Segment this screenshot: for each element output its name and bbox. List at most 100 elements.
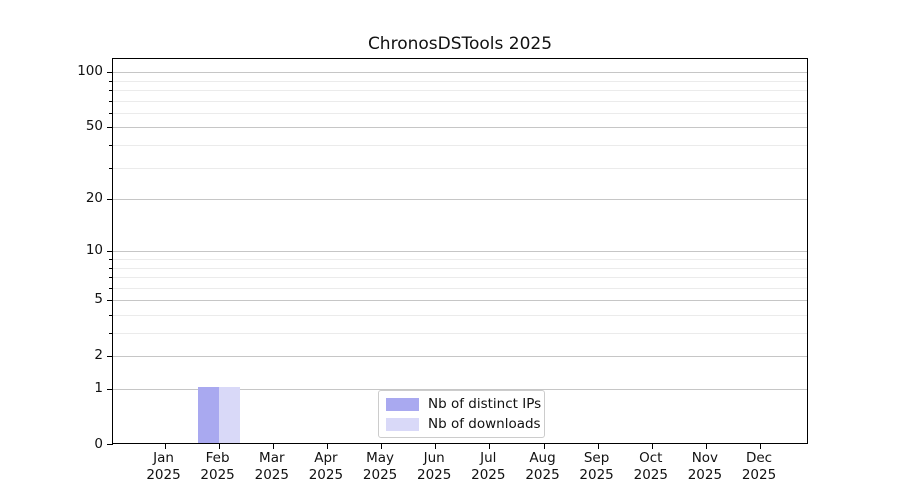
x-axis-label: Jun 2025: [402, 450, 466, 484]
x-axis-label: May 2025: [348, 450, 412, 484]
x-axis-label: Apr 2025: [294, 450, 358, 484]
y-axis-tick: [107, 127, 113, 129]
x-label-month: Jul: [480, 450, 497, 466]
x-label-month: Mar: [259, 450, 285, 466]
y-axis-label: 50: [85, 118, 103, 135]
x-axis-label: Oct 2025: [619, 450, 683, 484]
x-axis-label: Dec 2025: [727, 450, 791, 484]
legend-swatch-downloads-icon: [386, 417, 419, 431]
x-axis-tick: [489, 443, 491, 449]
bar-downloads: [218, 387, 240, 443]
x-label-year: 2025: [417, 467, 452, 483]
y-minor-gridline: [113, 267, 807, 269]
y-major-gridline: [113, 251, 807, 253]
y-axis-minor-tick: [109, 167, 113, 169]
y-minor-gridline: [113, 277, 807, 278]
y-minor-gridline: [113, 259, 807, 260]
x-label-month: Jun: [423, 450, 445, 466]
x-label-month: Dec: [745, 450, 773, 466]
y-minor-gridline: [113, 287, 807, 289]
y-axis-label: 100: [77, 63, 103, 80]
y-major-gridline: [113, 389, 807, 390]
y-axis-minor-tick: [109, 277, 113, 278]
x-axis-label: Aug 2025: [511, 450, 575, 484]
y-minor-gridline: [113, 100, 807, 102]
y-minor-gridline: [113, 80, 807, 82]
x-label-month: May: [366, 450, 395, 466]
y-axis-minor-tick: [109, 113, 113, 114]
y-minor-gridline: [113, 113, 807, 114]
x-label-year: 2025: [525, 467, 560, 483]
y-axis-tick: [107, 300, 113, 302]
x-label-month: Jan: [153, 450, 174, 466]
y-major-gridline: [113, 356, 807, 358]
y-axis-minor-tick: [109, 100, 113, 102]
legend-item-downloads: Nb of downloads: [386, 416, 544, 433]
legend-swatch-distinct-ips-icon: [386, 397, 419, 411]
x-axis-label: Feb 2025: [186, 450, 250, 484]
y-axis-label: 5: [94, 291, 103, 308]
x-axis-label: Jul 2025: [456, 450, 520, 484]
x-label-month: Oct: [639, 450, 663, 466]
y-axis-label: 2: [94, 347, 103, 364]
x-label-month: Feb: [205, 450, 230, 466]
legend-label-distinct-ips: Nb of distinct IPs: [428, 395, 542, 412]
y-major-gridline: [113, 72, 807, 74]
x-axis-label: Mar 2025: [240, 450, 304, 484]
y-axis-minor-tick: [109, 333, 113, 334]
x-label-year: 2025: [362, 467, 398, 483]
y-axis-label: 1: [94, 380, 103, 396]
x-label-month: Aug: [529, 450, 556, 466]
legend-label-downloads: Nb of downloads: [428, 415, 541, 432]
y-axis-minor-tick: [109, 80, 113, 82]
y-axis-minor-tick: [109, 287, 113, 289]
x-axis-label: Nov 2025: [673, 450, 737, 484]
x-label-year: 2025: [308, 467, 344, 483]
y-minor-gridline: [113, 145, 807, 147]
x-label-month: Apr: [314, 450, 338, 466]
x-axis-tick: [543, 443, 545, 449]
legend-item-distinct-ips: Nb of distinct IPs: [386, 396, 544, 413]
y-minor-gridline: [113, 315, 807, 316]
y-minor-gridline: [113, 167, 807, 169]
x-axis-tick: [164, 443, 166, 449]
x-axis-tick: [326, 443, 328, 449]
x-label-year: 2025: [633, 467, 668, 483]
y-major-gridline: [113, 300, 807, 302]
x-label-month: Nov: [691, 450, 719, 466]
x-label-year: 2025: [471, 467, 506, 483]
plot-area: [107, 58, 808, 449]
y-axis-tick: [107, 444, 113, 445]
y-axis-label: 20: [85, 190, 103, 207]
x-label-year: 2025: [254, 467, 289, 483]
legend: Nb of distinct IPs Nb of downloads: [378, 390, 545, 438]
y-axis-minor-tick: [109, 267, 113, 269]
y-axis-minor-tick: [109, 145, 113, 147]
y-axis-tick: [107, 389, 113, 390]
x-axis-tick: [435, 443, 437, 449]
x-axis-label: Sep 2025: [565, 450, 629, 484]
x-axis-tick: [705, 443, 707, 449]
x-label-month: Sep: [583, 450, 610, 466]
x-axis-label: Jan 2025: [132, 450, 196, 484]
x-label-year: 2025: [200, 467, 235, 483]
x-axis-tick: [381, 443, 383, 449]
x-label-year: 2025: [579, 467, 614, 483]
chart-title: ChronosDSTools 2025: [367, 34, 553, 54]
y-axis-tick: [107, 72, 113, 74]
y-axis-label: 10: [85, 242, 103, 259]
y-minor-gridline: [113, 333, 807, 334]
x-label-year: 2025: [146, 467, 181, 483]
y-axis-tick: [107, 199, 113, 201]
y-axis-minor-tick: [109, 315, 113, 316]
y-axis-minor-tick: [109, 90, 113, 92]
x-label-year: 2025: [741, 467, 777, 483]
x-axis-tick: [760, 443, 761, 449]
x-label-year: 2025: [687, 467, 723, 483]
y-axis-tick: [107, 251, 113, 253]
y-major-gridline: [113, 199, 807, 201]
x-axis-tick: [218, 443, 220, 449]
y-axis-tick: [107, 356, 113, 358]
bar-distinct-ips: [197, 387, 219, 443]
